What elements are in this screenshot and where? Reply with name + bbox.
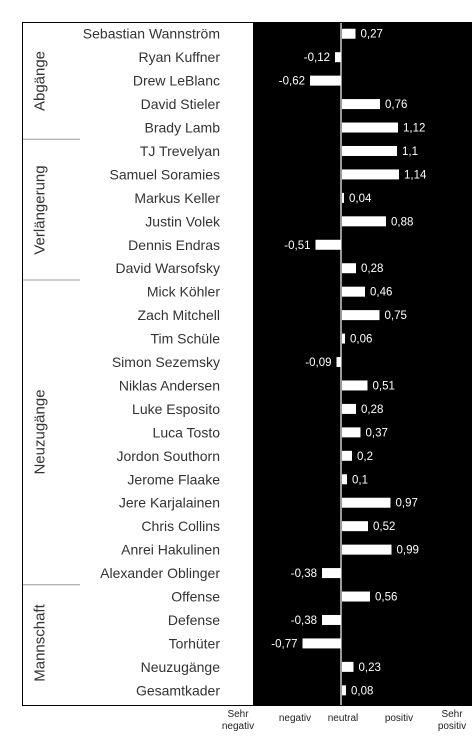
value-label: -0,62: [279, 76, 305, 88]
category-label: Sebastian Wannström: [83, 26, 220, 42]
bar: [336, 357, 341, 368]
x-tick-label: neutral: [327, 713, 359, 724]
category-label: Samuel Soramies: [110, 166, 221, 182]
value-label: 0,06: [350, 334, 372, 346]
value-label: 0,08: [351, 685, 373, 697]
category-label: Offense: [171, 589, 220, 605]
category-label: Chris Collins: [141, 518, 220, 534]
x-tick-label: Sehr positiv: [437, 709, 467, 732]
value-label: 0,75: [385, 310, 407, 322]
category-label: Markus Keller: [134, 190, 220, 206]
category-label: Simon Sezemsky: [112, 354, 220, 370]
bar: [342, 286, 365, 297]
value-label: -0,38: [291, 615, 317, 627]
bar: [342, 403, 356, 414]
bar: [342, 333, 345, 344]
value-label: -0,77: [271, 638, 297, 650]
bar: [342, 169, 399, 180]
value-label: 0,1: [352, 474, 368, 486]
value-label: 0,28: [361, 404, 383, 416]
x-tick-label: positiv: [384, 713, 414, 724]
bar: [322, 568, 341, 579]
x-tick-label: Sehr negativ: [221, 709, 255, 732]
bar: [342, 192, 344, 203]
group-label: Abgänge: [31, 50, 49, 111]
value-label: 0,37: [366, 427, 388, 439]
category-label: TJ Trevelyan: [140, 143, 220, 159]
bar: [342, 145, 397, 156]
category-label: Luca Tosto: [153, 424, 221, 440]
category-label: Jerome Flaake: [127, 471, 220, 487]
category-label: Ryan Kuffner: [139, 49, 221, 65]
bar: [342, 310, 380, 321]
bar: [342, 28, 356, 39]
category-label: David Warsofsky: [115, 260, 220, 276]
category-label: Alexander Oblinger: [100, 565, 220, 581]
category-label: Gesamtkader: [136, 682, 220, 698]
plot-area: [253, 23, 471, 705]
category-label: Niklas Andersen: [119, 377, 220, 393]
value-label: 0,51: [373, 380, 395, 392]
value-label: 1,1: [402, 146, 418, 158]
bar: [322, 614, 341, 625]
bar: [342, 99, 380, 110]
group-label: Neuzugänge: [31, 389, 49, 475]
value-label: 0,04: [349, 193, 372, 205]
value-label: 0,23: [359, 662, 381, 674]
bar: [342, 380, 368, 391]
category-label: Defense: [168, 612, 220, 628]
category-label: Mick Köhler: [147, 284, 220, 300]
bar: [342, 521, 368, 532]
bar: [342, 685, 346, 696]
value-label: -0,51: [284, 240, 310, 252]
bar: [342, 661, 354, 672]
category-label: Dennis Endras: [128, 237, 220, 253]
category-label: Tim Schüle: [150, 331, 220, 347]
bar: [342, 263, 356, 274]
value-label: 0,99: [397, 545, 419, 557]
value-label: 0,46: [370, 287, 392, 299]
bar: [342, 122, 398, 133]
category-label: Torhüter: [169, 635, 221, 651]
value-label: -0,12: [304, 52, 330, 64]
bar: [342, 497, 391, 508]
bar: [335, 52, 341, 63]
bar: [342, 474, 347, 485]
category-label: David Stieler: [141, 96, 221, 112]
category-label: Justin Volek: [145, 213, 221, 229]
category-label: Zach Mitchell: [138, 307, 220, 323]
value-label: 0,27: [361, 29, 383, 41]
category-label: Neuzugänge: [141, 659, 221, 675]
bar: [342, 591, 370, 602]
bar: [342, 427, 361, 438]
value-label: 0,2: [357, 451, 373, 463]
value-label: 0,97: [396, 498, 418, 510]
value-label: -0,38: [291, 568, 317, 580]
category-label: Jere Karjalainen: [119, 495, 220, 511]
bar: [342, 216, 386, 227]
bar: [315, 239, 341, 250]
value-label: 0,88: [391, 216, 413, 228]
value-label: 0,76: [385, 99, 407, 111]
bar: [302, 638, 341, 649]
value-label: 1,14: [404, 169, 427, 181]
bar: [342, 544, 392, 555]
group-label: Verlängerung: [31, 164, 49, 255]
category-label: Brady Lamb: [145, 120, 221, 136]
value-label: 1,12: [403, 123, 425, 135]
bar: [310, 75, 341, 86]
category-label: Luke Esposito: [132, 401, 220, 417]
category-label: Drew LeBlanc: [133, 73, 220, 89]
value-label: 0,52: [373, 521, 395, 533]
category-label: Anrei Hakulinen: [121, 542, 220, 558]
value-label: 0,28: [361, 263, 383, 275]
value-label: 0,56: [375, 592, 397, 604]
bar: [342, 450, 352, 461]
group-label: Mannschaft: [31, 604, 49, 683]
category-label: Jordon Southorn: [116, 448, 220, 464]
value-label: -0,09: [305, 357, 331, 369]
x-tick-label: negativ: [278, 713, 312, 724]
